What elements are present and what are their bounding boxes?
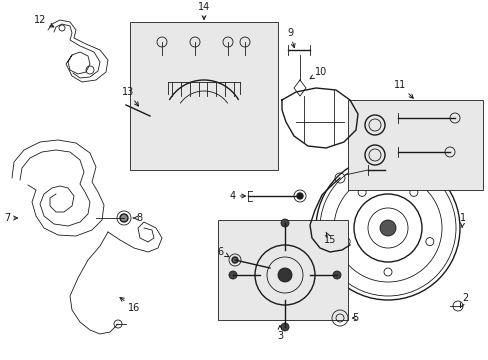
Text: 1: 1 [459, 213, 465, 227]
Text: 15: 15 [323, 232, 335, 245]
Circle shape [231, 257, 238, 263]
Circle shape [332, 271, 340, 279]
Text: 3: 3 [276, 325, 283, 341]
Circle shape [278, 268, 291, 282]
Text: 6: 6 [218, 247, 228, 257]
Circle shape [120, 214, 128, 222]
FancyBboxPatch shape [130, 22, 278, 170]
Text: 14: 14 [198, 2, 210, 19]
Text: 13: 13 [122, 87, 138, 106]
Circle shape [228, 271, 237, 279]
Text: 9: 9 [286, 28, 294, 48]
Circle shape [145, 113, 155, 123]
Circle shape [281, 323, 288, 331]
FancyBboxPatch shape [347, 100, 482, 190]
Text: 12: 12 [34, 15, 54, 27]
Circle shape [281, 219, 288, 227]
Text: 4: 4 [229, 191, 245, 201]
Text: 10: 10 [309, 67, 326, 79]
Circle shape [379, 220, 395, 236]
Text: 5: 5 [351, 313, 358, 323]
Text: 8: 8 [133, 213, 142, 223]
FancyBboxPatch shape [218, 220, 347, 320]
Text: 2: 2 [459, 293, 468, 307]
Text: 7: 7 [4, 213, 18, 223]
Circle shape [296, 193, 303, 199]
Text: 11: 11 [393, 80, 412, 98]
Text: 16: 16 [120, 297, 140, 313]
